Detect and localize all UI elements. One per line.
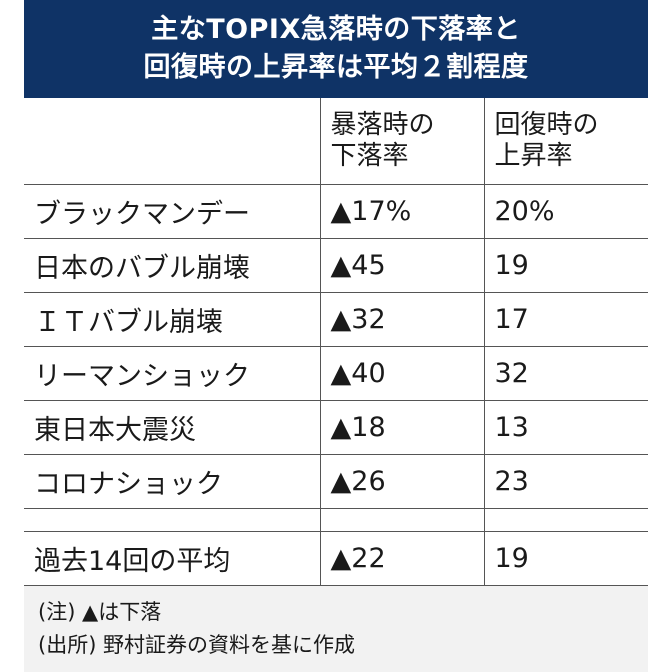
spacer-cell: [24, 508, 321, 532]
table-row: コロナショック ▲26 23: [24, 454, 648, 509]
spacer-cell: [320, 508, 485, 532]
table-row: リーマンショック ▲40 32: [24, 346, 648, 401]
table-row: 東日本大震災 ▲18 13: [24, 400, 648, 455]
spacer-cell: [484, 508, 648, 532]
event-label: ＩＴバブル崩壊: [24, 292, 321, 347]
event-label: リーマンショック: [24, 346, 321, 401]
header-cell-event: [24, 98, 321, 185]
rise-value: 13: [484, 400, 648, 455]
spacer-row: [24, 508, 648, 532]
source-text: (出所) 野村証券の資料を基に作成: [38, 633, 356, 657]
decline-value: ▲17%: [320, 184, 485, 239]
decline-value: ▲45: [320, 238, 485, 293]
event-label: 東日本大震災: [24, 400, 321, 455]
rise-value: 19: [484, 238, 648, 293]
title-banner: 主なTOPIX急落時の下落率と 回復時の上昇率は平均２割程度: [24, 0, 648, 98]
average-decline-value: ▲22: [320, 531, 485, 586]
table-row: ブラックマンデー ▲17% 20%: [24, 184, 648, 239]
title-line-2: 回復時の上昇率は平均２割程度: [143, 52, 529, 83]
data-table: 暴落時の 下落率 回復時の 上昇率 ブラックマンデー ▲17% 20% 日本のバブル崩壊 ▲45…: [24, 98, 648, 586]
rise-value: 32: [484, 346, 648, 401]
rise-value: 20%: [484, 184, 648, 239]
average-label: 過去14回の平均: [24, 531, 321, 586]
table-row: 日本のバブル崩壊 ▲45 19: [24, 238, 648, 293]
decline-value: ▲40: [320, 346, 485, 401]
table-row: ＩＴバブル崩壊 ▲32 17: [24, 292, 648, 347]
header-cell-rise: 回復時の 上昇率: [484, 98, 648, 185]
decline-value: ▲26: [320, 454, 485, 509]
table-header-row: 暴落時の 下落率 回復時の 上昇率: [24, 98, 648, 185]
footnotes: (注) ▲は下落 (出所) 野村証券の資料を基に作成: [38, 596, 638, 662]
average-rise-value: 19: [484, 531, 648, 586]
event-label: ブラックマンデー: [24, 184, 321, 239]
decline-value: ▲32: [320, 292, 485, 347]
header-cell-decline: 暴落時の 下落率: [320, 98, 485, 185]
title-line-1: 主なTOPIX急落時の下落率と: [151, 14, 521, 45]
note-text: (注) ▲は下落: [38, 600, 162, 624]
event-label: 日本のバブル崩壊: [24, 238, 321, 293]
chart-frame: 主なTOPIX急落時の下落率と 回復時の上昇率は平均２割程度 暴落時の 下落率 回復…: [24, 0, 648, 672]
decline-value: ▲18: [320, 400, 485, 455]
average-row: 過去14回の平均 ▲22 19: [24, 531, 648, 586]
rise-value: 23: [484, 454, 648, 509]
event-label: コロナショック: [24, 454, 321, 509]
rise-value: 17: [484, 292, 648, 347]
